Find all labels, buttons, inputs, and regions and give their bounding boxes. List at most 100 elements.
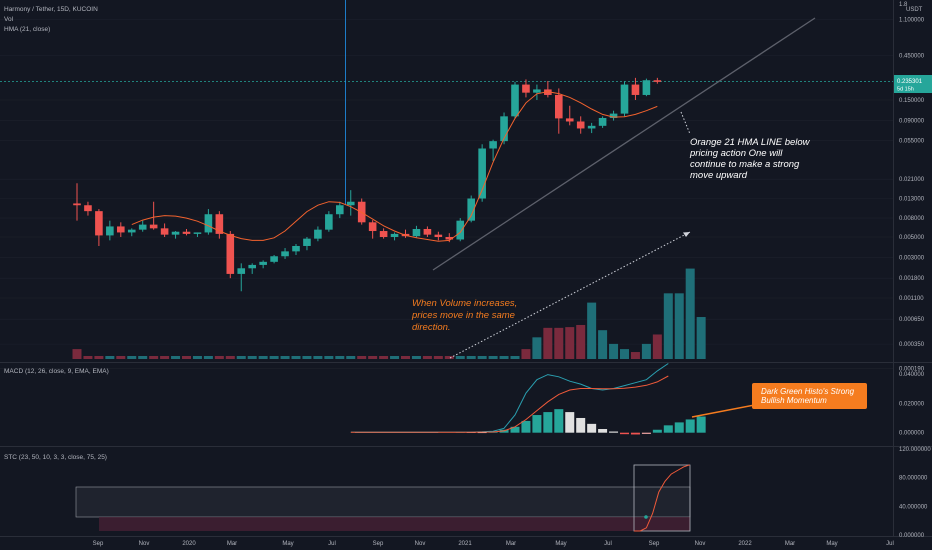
candle-body [149, 224, 158, 229]
volume-bar [171, 356, 181, 359]
candle-body [138, 224, 147, 230]
volume-bar [346, 356, 356, 359]
candle-body [489, 141, 497, 149]
time-axis[interactable]: Sep Nov 2020 Mar May Jul Sep Nov 2021 Mar May Jul Se… [93, 541, 894, 547]
macd-hist-bar [609, 431, 619, 433]
last-price-value: 0.235301 [897, 79, 923, 85]
candle-body [445, 237, 454, 240]
macd-hist-bar [543, 412, 553, 433]
trendline-support[interactable] [432, 17, 816, 271]
macd-tick-label: 0.000000 [899, 431, 925, 437]
candle-body [84, 205, 92, 212]
volume-bar [466, 356, 476, 359]
time-tick-label: Mar [227, 541, 237, 547]
macd-hist-bar [565, 412, 575, 433]
volume-bar [543, 327, 553, 359]
candle-body [434, 234, 443, 237]
hma-legend[interactable]: HMA (21, close) [4, 26, 50, 33]
volume-bar [247, 356, 257, 359]
macd-hist-bar [696, 416, 706, 433]
stc-axis[interactable]: 120.000000 80.000000 40.000000 0.000000 [899, 447, 931, 539]
macd-hist-bar [598, 429, 608, 433]
volume-bar [488, 356, 498, 359]
macd-axis[interactable]: 0.040000 0.020000 0.000000 [899, 372, 925, 437]
time-tick-label: May [555, 541, 566, 547]
symbol-title[interactable]: Harmony / Tether, 15D, KUCOIN [4, 6, 98, 13]
candle-body [215, 214, 224, 234]
time-tick-label: Mar [785, 541, 795, 547]
candle-body [642, 80, 651, 95]
volume-bar [455, 356, 465, 359]
stc-lower-zone [99, 517, 690, 531]
volume-bar [565, 327, 575, 359]
price-tick-label: 0.003000 [899, 256, 925, 262]
volume-bar [269, 356, 279, 359]
hma-note[interactable]: Orange 21 HMA LINE below pricing action … [690, 137, 810, 181]
macd-hist-bar [685, 419, 695, 433]
volume-bar [225, 356, 235, 359]
price-tick-label: 0.001800 [899, 276, 925, 282]
volume-bar [72, 349, 82, 359]
signal-line [350, 375, 669, 433]
candle-body [522, 84, 530, 93]
time-tick-label: May [826, 541, 837, 547]
candle-body [346, 201, 355, 206]
stc-band [75, 486, 691, 518]
price-tick-label: 0.013000 [899, 197, 925, 203]
time-tick-label: Jul [886, 541, 894, 547]
candle-body [193, 232, 202, 234]
candle-body [478, 148, 486, 199]
price-axis-top-tick: 1.8 [899, 2, 908, 8]
stc-legend[interactable]: STC (23, 50, 10, 3, 3, close, 75, 25) [4, 454, 107, 461]
stc-highlight-box[interactable] [633, 464, 691, 532]
volume-bar [192, 356, 202, 359]
time-tick-label: May [282, 541, 293, 547]
volume-bar [685, 268, 695, 359]
volume-bar [368, 356, 378, 359]
price-axis[interactable]: 1.100000 0.450000 0.150000 0.090000 0.055000… [899, 18, 925, 373]
time-tick-label: Nov [695, 541, 706, 547]
macd-callout-box[interactable] [752, 383, 867, 409]
candle-body [259, 261, 267, 265]
volume-bar [477, 356, 487, 359]
price-tick-label: 0.000650 [899, 317, 925, 323]
volume-bar [576, 324, 586, 359]
volume-legend[interactable]: Vol [4, 16, 14, 23]
candle-body [73, 203, 81, 206]
time-tick-label: Sep [93, 541, 104, 547]
hma-line [131, 91, 658, 242]
candle-body [336, 205, 344, 215]
volume-bar [630, 352, 640, 359]
macd-hist-bar [630, 432, 640, 435]
candle-body [412, 228, 421, 237]
macd-legend[interactable]: MACD (12, 26, close, 9, EMA, EMA) [4, 368, 109, 375]
volume-bar [587, 302, 597, 359]
volume-bar [532, 337, 542, 359]
volume-bar [236, 356, 246, 359]
candle-body [587, 125, 596, 129]
volume-bar [302, 356, 312, 359]
volume-note[interactable]: When Volume increases, prices move in th… [412, 298, 518, 333]
grid-lines [0, 19, 893, 370]
price-tick-label: 0.090000 [899, 119, 925, 125]
stc-tick-label: 40.000000 [899, 504, 928, 510]
macd-hist-bar [620, 432, 629, 435]
stc-tick-label: 80.000000 [899, 476, 928, 482]
time-tick-label: Nov [415, 541, 426, 547]
candle-body [555, 94, 563, 119]
time-tick-label: 2022 [738, 541, 752, 547]
volume-bar [291, 356, 301, 359]
volume-bar [160, 356, 170, 359]
currency-label: USDT [906, 7, 923, 13]
price-tick-label: 0.008000 [899, 216, 925, 222]
volume-bar [696, 317, 706, 359]
last-price-badge [894, 75, 932, 93]
time-tick-label: 2020 [182, 541, 196, 547]
candle-body [303, 238, 311, 246]
candle-body [620, 84, 629, 114]
volume-bar [324, 356, 334, 359]
volume-bar [149, 356, 159, 359]
hma-note-pointer[interactable] [680, 111, 691, 135]
price-tick-label: 0.001100 [899, 296, 924, 302]
